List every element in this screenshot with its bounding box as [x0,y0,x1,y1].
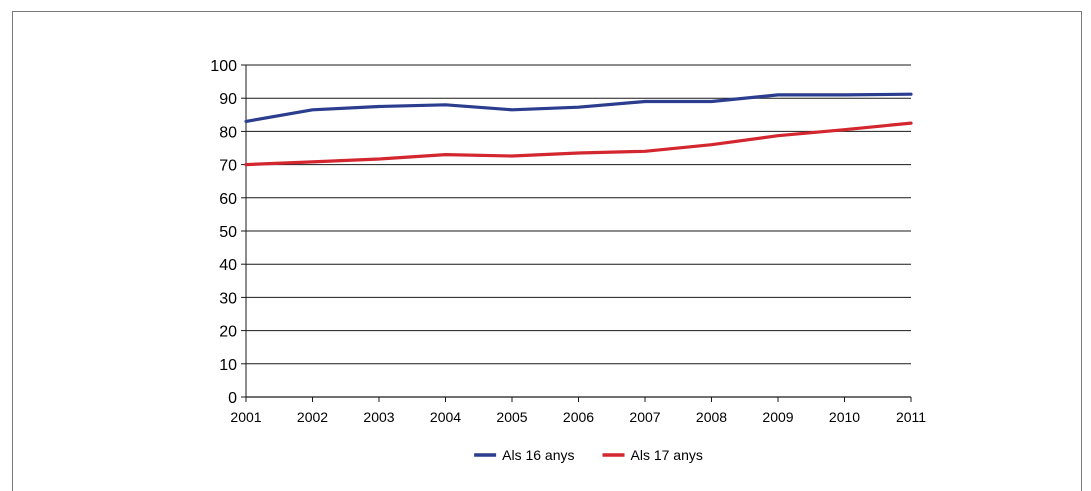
x-tick-label: 2008 [696,409,727,425]
y-tick-label: 30 [219,290,237,307]
y-tick-label: 10 [219,357,237,374]
x-tick-label: 2002 [297,409,328,425]
legend-label: Als 16 anys [502,447,574,463]
legend-item-2: Als 17 anys [602,447,703,463]
gridlines [246,64,911,365]
y-tick-label: 90 [219,91,237,108]
series-lines [244,92,913,167]
y-tick-label: 60 [219,191,237,208]
legend-label: Als 17 anys [631,447,703,463]
x-tick-label: 2004 [430,409,461,425]
y-tick-label: 0 [228,390,237,407]
y-tick-label: 70 [219,158,237,175]
chart-frame [12,11,1082,491]
x-tick-label: 2010 [829,409,860,425]
y-tick-label: 20 [219,324,237,341]
y-tick-label: 80 [219,124,237,141]
x-tick-label: 2009 [762,409,793,425]
x-tick-labels: 2001 2002 2003 2004 2005 2006 2007 2008 2009 2010… [230,409,926,425]
y-tick-label: 50 [219,224,237,241]
x-tick-label: 2006 [563,409,594,425]
legend-item-1: Als 16 anys [474,447,575,463]
series-line-2 [244,121,913,167]
x-tick-label: 2003 [363,409,394,425]
y-tick-label: 100 [210,58,237,75]
x-tick-label: 2011 [896,409,926,425]
axes [241,64,912,402]
x-tick-label: 2007 [629,409,660,425]
y-tick-labels: 0 10 20 30 40 50 60 70 80 90 100 [210,58,237,407]
series-line-1 [244,92,913,124]
y-tick-label: 40 [219,257,237,274]
legend: Als 16 anys Als 17 anys [474,447,703,463]
x-tick-label: 2005 [496,409,527,425]
x-tick-label: 2001 [230,409,261,425]
